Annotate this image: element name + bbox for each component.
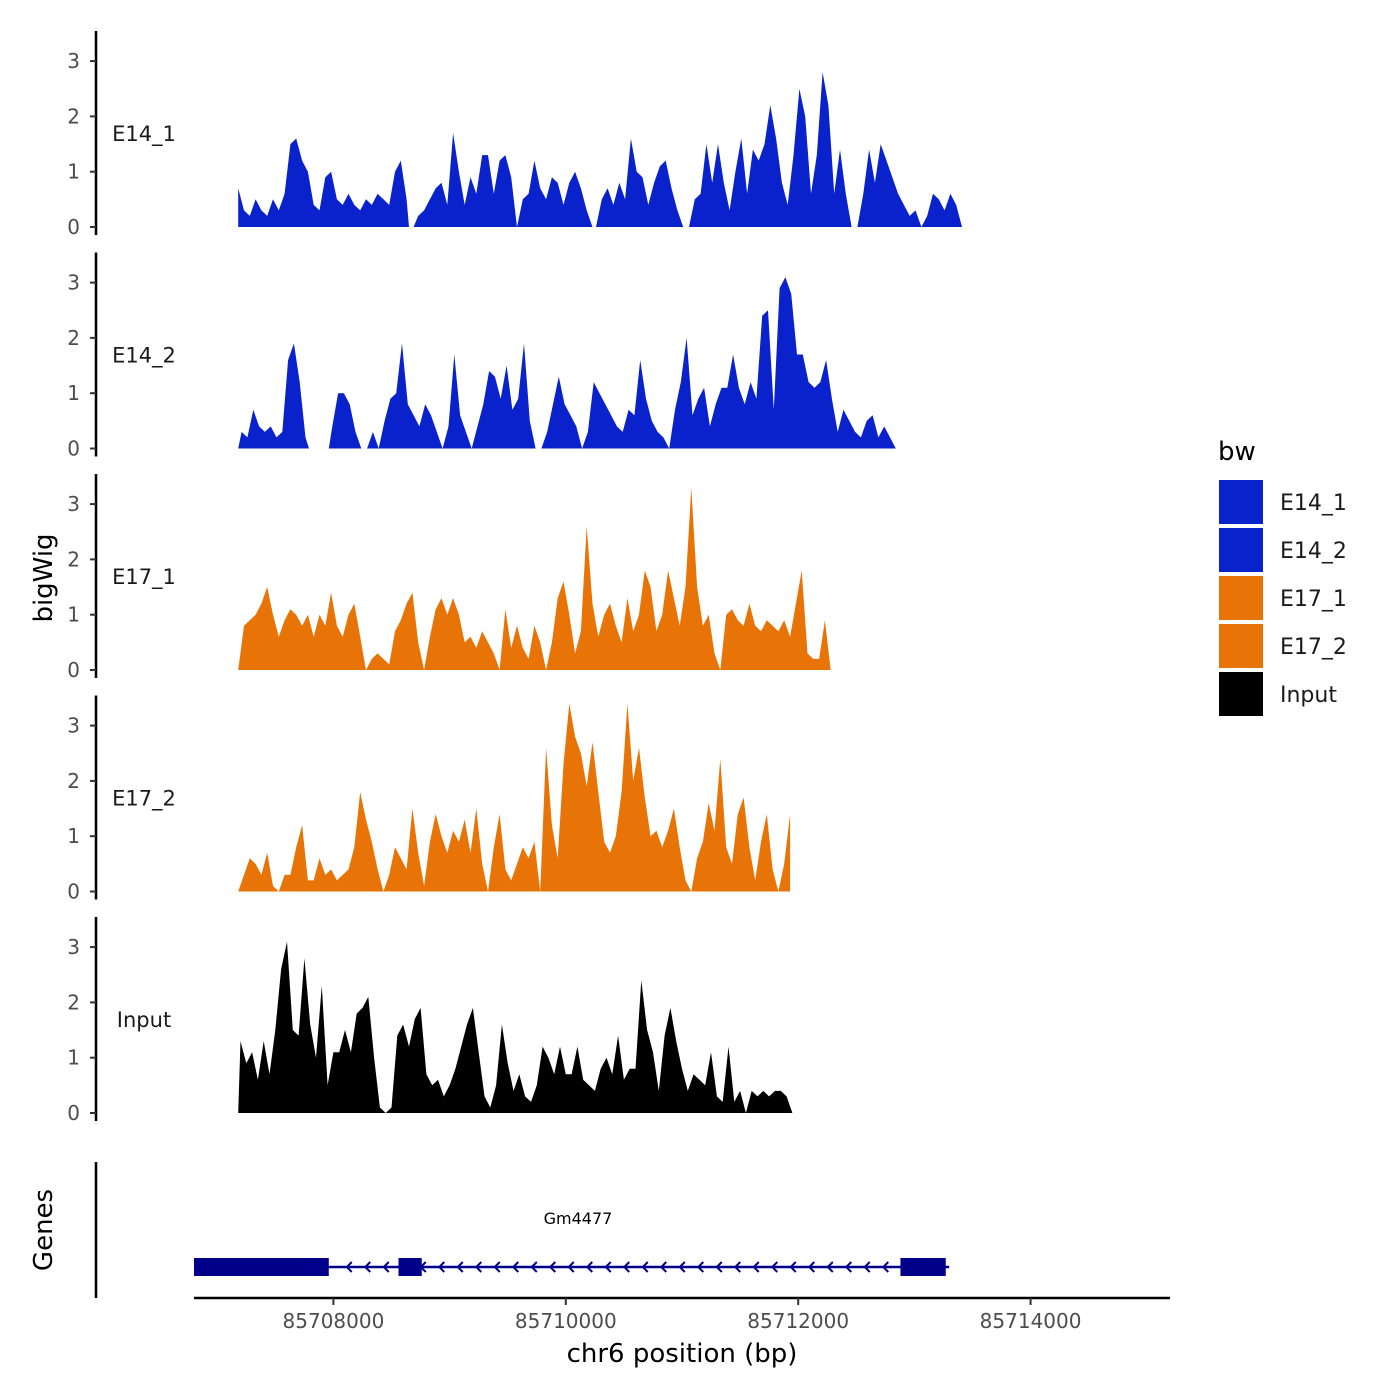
legend-label-input: Input bbox=[1280, 683, 1337, 708]
track-input-y-tick-label: 2 bbox=[67, 990, 80, 1014]
legend-swatch-e14-1 bbox=[1219, 480, 1263, 524]
track-e14-1-coverage-area bbox=[238, 72, 962, 227]
legend-swatch-e17-1 bbox=[1219, 576, 1263, 620]
gene-exon bbox=[398, 1258, 422, 1276]
legend: bw E14_1 E14_2 E17_1 E17_2 Input bbox=[1218, 437, 1347, 716]
legend-swatch-e14-2 bbox=[1219, 528, 1263, 572]
track-e14-1-y-tick-label: 2 bbox=[67, 104, 80, 128]
legend-label-e17-1: E17_1 bbox=[1280, 587, 1347, 612]
track-e17-2-label: E17_2 bbox=[112, 787, 176, 812]
strand-arrow bbox=[585, 1261, 593, 1273]
track-e17-2: 0 1 2 3 E17_2 bbox=[67, 695, 791, 904]
track-e17-1-y-tick-label: 0 bbox=[67, 658, 80, 682]
strand-arrow bbox=[382, 1261, 390, 1273]
legend-swatch-e17-2 bbox=[1219, 624, 1263, 668]
track-e14-1: 0 1 2 3 E14_1 bbox=[67, 31, 962, 239]
track-e17-1-y-tick-label: 1 bbox=[67, 603, 80, 627]
strand-arrow bbox=[345, 1261, 353, 1273]
genes-track-label: Genes bbox=[29, 1189, 59, 1271]
strand-arrow bbox=[530, 1261, 538, 1273]
track-e17-1-label: E17_1 bbox=[112, 565, 176, 590]
track-input-y-tick-label: 3 bbox=[67, 935, 80, 959]
track-e17-2-y-tick-label: 0 bbox=[67, 880, 80, 904]
strand-arrow bbox=[363, 1261, 371, 1273]
track-e14-1-y-tick-label: 1 bbox=[67, 160, 80, 184]
strand-arrow bbox=[456, 1261, 464, 1273]
track-e14-2-coverage-area bbox=[238, 277, 896, 449]
legend-label-e14-2: E14_2 bbox=[1280, 539, 1347, 564]
track-e17-1-coverage-area bbox=[238, 487, 831, 670]
track-e17-2-coverage-area bbox=[238, 703, 791, 892]
strand-arrow bbox=[604, 1261, 612, 1273]
x-axis-title: chr6 position (bp) bbox=[567, 1339, 798, 1369]
legend-swatch-input bbox=[1219, 672, 1263, 716]
track-e14-2-y-tick-label: 3 bbox=[67, 271, 80, 295]
track-input-y-tick-label: 1 bbox=[67, 1046, 80, 1070]
strand-arrow bbox=[715, 1261, 723, 1273]
strand-arrow bbox=[437, 1261, 445, 1273]
track-e14-2: 0 1 2 3 E14_2 bbox=[67, 252, 896, 461]
strand-arrow bbox=[770, 1261, 778, 1273]
x-tick-label: 85714000 bbox=[980, 1309, 1082, 1333]
gene-name-label: Gm4477 bbox=[544, 1209, 613, 1228]
track-e14-2-y-tick-label: 2 bbox=[67, 326, 80, 350]
strand-arrow bbox=[678, 1261, 686, 1273]
strand-arrow bbox=[511, 1261, 519, 1273]
strand-arrow bbox=[807, 1261, 815, 1273]
track-e17-1: 0 1 2 3 E17_1 bbox=[67, 474, 831, 682]
track-input-y-tick-label: 0 bbox=[67, 1101, 80, 1125]
strand-arrow bbox=[567, 1261, 575, 1273]
strand-arrow bbox=[826, 1261, 834, 1273]
legend-title: bw bbox=[1218, 437, 1256, 467]
track-e17-2-y-tick-label: 2 bbox=[67, 769, 80, 793]
strand-arrow bbox=[881, 1261, 889, 1273]
track-e17-1-y-tick-label: 2 bbox=[67, 547, 80, 571]
track-panels: 0 1 2 3 E14_1 0 1 2 3 E14_2 0 1 2 3 E17_1 0 1 2 3 E17_2 0 1 2 3… bbox=[67, 31, 962, 1125]
x-axis: chr6 position (bp) 85708000 85710000 85712… bbox=[194, 1296, 1170, 1369]
track-e17-2-y-tick-label: 1 bbox=[67, 824, 80, 848]
legend-label-e17-2: E17_2 bbox=[1280, 635, 1347, 660]
strand-arrow bbox=[641, 1261, 649, 1273]
track-input: 0 1 2 3 Input bbox=[67, 917, 793, 1125]
track-e14-1-label: E14_1 bbox=[112, 122, 176, 147]
strand-arrow bbox=[733, 1261, 741, 1273]
track-e14-2-label: E14_2 bbox=[112, 344, 176, 369]
strand-arrow bbox=[659, 1261, 667, 1273]
track-e14-2-y-tick-label: 0 bbox=[67, 437, 80, 461]
strand-arrow bbox=[493, 1261, 501, 1273]
track-e14-1-y-tick-label: 3 bbox=[67, 49, 80, 73]
track-input-label: Input bbox=[117, 1008, 171, 1032]
genes-track: Genes Gm4477 bbox=[29, 1162, 950, 1298]
x-tick-label: 85708000 bbox=[283, 1309, 385, 1333]
strand-arrow bbox=[789, 1261, 797, 1273]
strand-arrow bbox=[622, 1261, 630, 1273]
y-axis-title: bigWig bbox=[29, 533, 59, 622]
gene-exon bbox=[900, 1258, 946, 1276]
legend-label-e14-1: E14_1 bbox=[1280, 491, 1347, 516]
x-tick-label: 85712000 bbox=[747, 1309, 849, 1333]
strand-arrow bbox=[844, 1261, 852, 1273]
gene-exon bbox=[194, 1258, 329, 1276]
strand-arrow bbox=[863, 1261, 871, 1273]
track-e17-1-y-tick-label: 3 bbox=[67, 492, 80, 516]
track-e14-2-y-tick-label: 1 bbox=[67, 381, 80, 405]
strand-arrow bbox=[696, 1261, 704, 1273]
track-e14-1-y-tick-label: 0 bbox=[67, 215, 80, 239]
strand-arrow bbox=[548, 1261, 556, 1273]
x-tick-label: 85710000 bbox=[515, 1309, 617, 1333]
strand-arrow bbox=[752, 1261, 760, 1273]
track-input-coverage-area bbox=[238, 941, 793, 1113]
strand-arrow bbox=[474, 1261, 482, 1273]
track-e17-2-y-tick-label: 3 bbox=[67, 714, 80, 738]
